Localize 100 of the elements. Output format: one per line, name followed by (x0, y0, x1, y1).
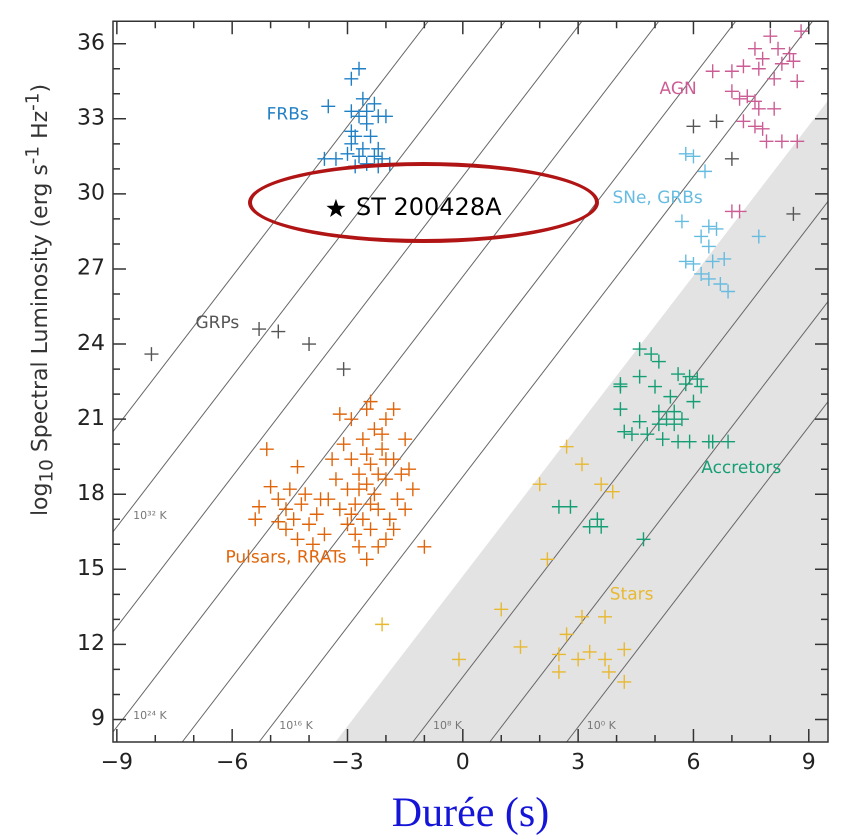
point (762, 28, 778, 44)
point (636, 532, 652, 547)
point (651, 416, 667, 432)
point (355, 141, 371, 157)
point (601, 664, 617, 680)
point (612, 401, 628, 417)
point (270, 324, 286, 340)
x-tick-label: −6 (216, 750, 248, 775)
point (774, 134, 790, 150)
point (736, 58, 752, 74)
x-tick-label: −3 (331, 750, 364, 775)
point (344, 136, 360, 152)
x-axis-title: Durée (s) (392, 790, 550, 836)
point (632, 368, 648, 384)
point (770, 41, 786, 56)
series-label: 10⁸ K (433, 718, 463, 732)
point (616, 642, 632, 658)
point (359, 104, 374, 119)
y-tick-label: 30 (77, 180, 105, 206)
point (616, 674, 632, 690)
point (366, 96, 382, 112)
point (494, 602, 509, 618)
point (144, 346, 160, 362)
point (301, 336, 317, 352)
point (344, 71, 360, 86)
point (686, 394, 702, 410)
point (597, 652, 613, 668)
y-tick-label: 36 (77, 30, 105, 56)
y-tick-label: 18 (77, 480, 105, 506)
point (570, 652, 586, 668)
point (708, 221, 724, 237)
point (624, 426, 640, 442)
point (747, 118, 763, 134)
x-tick-label: −9 (100, 750, 134, 775)
series-label: Stars (610, 584, 654, 605)
point (597, 609, 613, 625)
point (678, 254, 694, 270)
x-tick-label: 3 (571, 750, 586, 775)
point (786, 206, 802, 222)
point (336, 361, 352, 377)
point (451, 652, 467, 668)
series-label: GRPs (195, 313, 240, 334)
point (551, 646, 567, 662)
point (512, 639, 528, 655)
point (751, 228, 767, 244)
point (558, 626, 574, 642)
point (574, 456, 590, 472)
y-tick-label: 9 (91, 706, 105, 732)
point (720, 434, 736, 450)
point (632, 341, 648, 357)
point (751, 61, 767, 76)
point (704, 64, 720, 79)
point (766, 71, 782, 86)
point (682, 368, 698, 384)
series-label: 10²⁴ K (133, 708, 168, 722)
point (370, 141, 386, 157)
point (774, 56, 790, 72)
point (716, 251, 732, 267)
point (682, 434, 698, 450)
point (551, 664, 567, 680)
point (251, 321, 267, 337)
point (704, 434, 720, 450)
point (532, 476, 548, 492)
x-tick-label: 0 (456, 750, 470, 775)
point (616, 424, 632, 440)
point (678, 146, 694, 162)
point (674, 214, 690, 230)
y-tick-label: 12 (77, 631, 105, 656)
series-label: 10⁰ K (586, 718, 617, 732)
point (326, 198, 346, 217)
point (758, 134, 774, 150)
point (655, 431, 670, 447)
point (701, 218, 717, 234)
y-tick-label: 24 (77, 330, 105, 356)
point (732, 204, 748, 220)
point (351, 61, 367, 76)
point (640, 426, 656, 442)
point (790, 134, 805, 150)
point (558, 438, 574, 454)
point (320, 98, 336, 114)
x-tick-label: 6 (686, 750, 700, 775)
point (582, 644, 598, 660)
y-tick-label: 21 (77, 406, 105, 431)
point (374, 616, 390, 632)
point (540, 552, 556, 567)
y-tick-label: 15 (77, 556, 105, 582)
y-tick-label: 33 (77, 106, 105, 131)
point (340, 146, 356, 162)
point (766, 101, 782, 116)
point (686, 148, 702, 164)
point (594, 476, 609, 492)
point (355, 91, 371, 106)
x-tick-label: 9 (802, 750, 816, 775)
point (754, 121, 770, 137)
point (662, 388, 678, 404)
point (366, 148, 382, 164)
series-label: 10¹⁶ K (279, 718, 314, 732)
point (704, 254, 720, 270)
point (605, 484, 620, 500)
point (790, 74, 805, 89)
